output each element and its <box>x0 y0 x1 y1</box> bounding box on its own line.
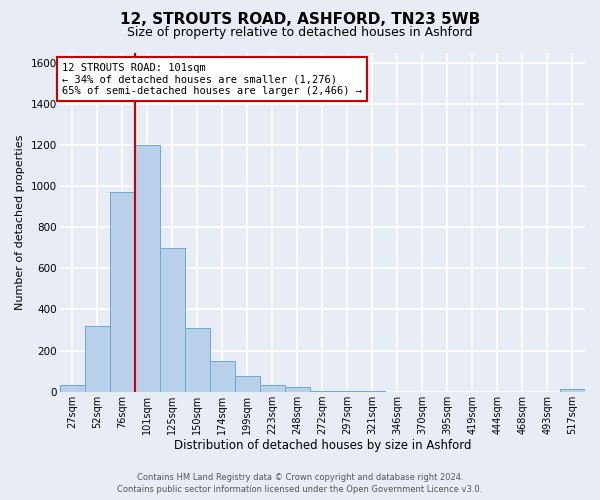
Bar <box>185 328 210 392</box>
Bar <box>560 388 585 392</box>
Bar <box>59 386 85 392</box>
Bar <box>210 361 235 392</box>
Text: 12, STROUTS ROAD, ASHFORD, TN23 5WB: 12, STROUTS ROAD, ASHFORD, TN23 5WB <box>120 12 480 26</box>
X-axis label: Distribution of detached houses by size in Ashford: Distribution of detached houses by size … <box>173 440 471 452</box>
Bar <box>260 386 285 392</box>
Bar <box>85 326 110 392</box>
Bar <box>335 390 360 392</box>
Bar <box>360 391 385 392</box>
Text: 12 STROUTS ROAD: 101sqm
← 34% of detached houses are smaller (1,276)
65% of semi: 12 STROUTS ROAD: 101sqm ← 34% of detache… <box>62 62 362 96</box>
Bar <box>285 386 310 392</box>
Y-axis label: Number of detached properties: Number of detached properties <box>15 134 25 310</box>
Bar <box>310 390 335 392</box>
Bar <box>134 145 160 392</box>
Bar <box>235 376 260 392</box>
Bar <box>110 192 134 392</box>
Text: Size of property relative to detached houses in Ashford: Size of property relative to detached ho… <box>127 26 473 39</box>
Text: Contains HM Land Registry data © Crown copyright and database right 2024.
Contai: Contains HM Land Registry data © Crown c… <box>118 472 482 494</box>
Bar <box>160 248 185 392</box>
